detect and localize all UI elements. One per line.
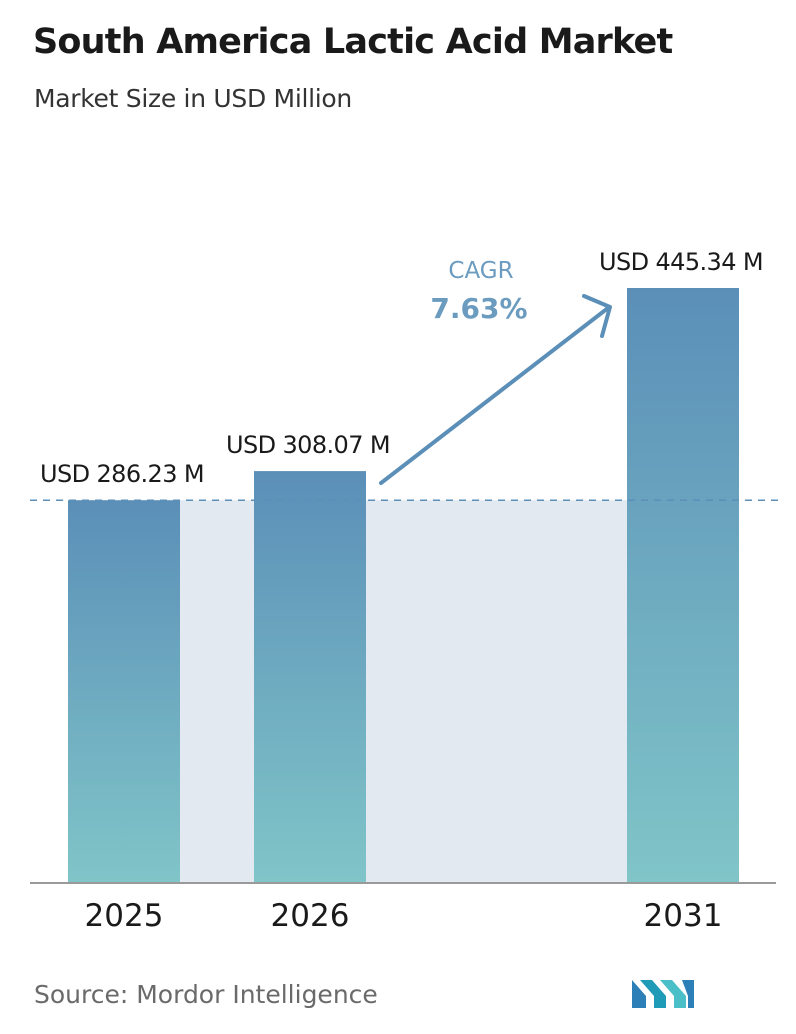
mordor-intelligence-logo-icon bbox=[630, 976, 700, 1014]
chart-subtitle: Market Size in USD Million bbox=[34, 84, 352, 113]
cagr-arrow-icon bbox=[379, 294, 612, 485]
bar-2031 bbox=[627, 288, 739, 882]
value-label-2025: USD 286.23 M bbox=[40, 460, 204, 488]
x-tick-2025: 2025 bbox=[85, 898, 164, 934]
bar-chart: CAGR 7.63% USD 286.23 M USD 308.07 M USD 4… bbox=[30, 248, 782, 934]
chart-title: South America Lactic Acid Market bbox=[33, 22, 673, 62]
bar-2025 bbox=[68, 500, 180, 882]
cagr-label: CAGR bbox=[448, 258, 513, 284]
value-label-2031: USD 445.34 M bbox=[599, 248, 763, 276]
source-note: Source: Mordor Intelligence bbox=[34, 980, 378, 1009]
bar-2026 bbox=[254, 471, 366, 882]
value-label-2026: USD 308.07 M bbox=[226, 431, 390, 459]
cagr-value: 7.63% bbox=[430, 292, 527, 325]
x-tick-2026: 2026 bbox=[271, 898, 350, 934]
x-tick-2031: 2031 bbox=[644, 898, 723, 934]
